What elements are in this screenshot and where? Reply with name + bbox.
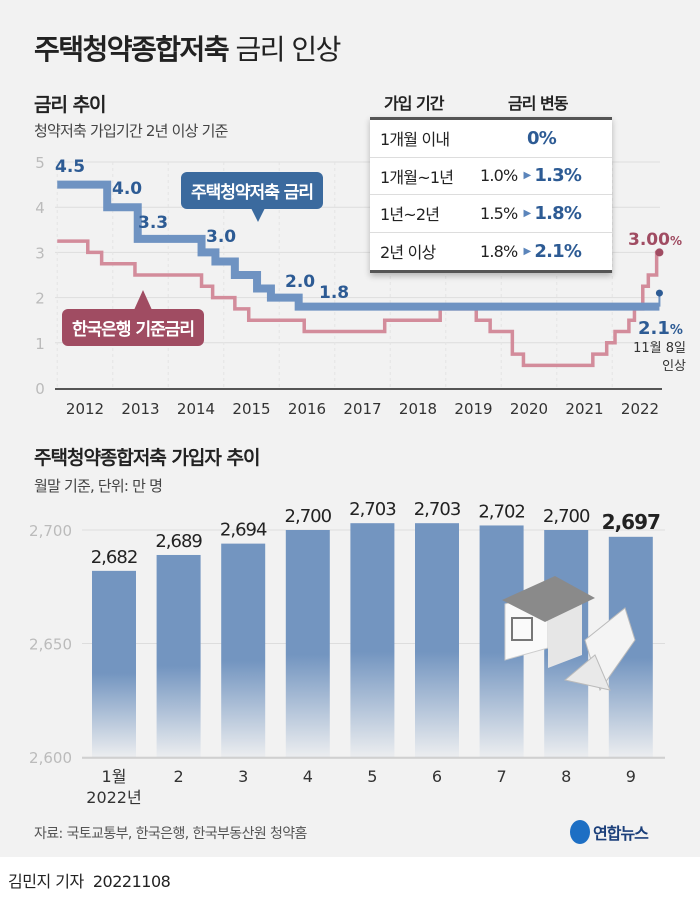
new-rate: 0% — [527, 127, 557, 149]
rate-value-label: 4.5 — [55, 157, 85, 177]
x-tick-label: 2018 — [399, 400, 437, 418]
old-rate: 1.0% — [480, 166, 518, 186]
y-tick-label: 1 — [35, 335, 45, 353]
base-rate-end-label: 3.00% — [628, 230, 682, 250]
bubble-tail — [250, 206, 266, 222]
x-tick-label: 2015 — [232, 400, 270, 418]
table-row: 2년 이상 1.8% ▶ 2.1% — [370, 233, 612, 271]
byline: 김민지 기자 20221108 — [8, 868, 171, 892]
x-tick-label: 2019 — [454, 400, 492, 418]
rate-line-chart: 0 1 2 3 4 5 2012 2013 2014 2015 2016 2017 2018 2019 20… — [35, 154, 686, 418]
bar-chart-subtitle: 월말 기준, 단위: 만 명 — [34, 477, 163, 495]
table-header-change: 금리 변동 — [508, 93, 568, 113]
housing-rate-label: 주택청약저축 금리 — [181, 172, 324, 209]
table-row: 1년~2년 1.5% ▶ 1.8% — [370, 195, 612, 233]
arrow-right-icon: ▶ — [523, 207, 531, 219]
x-tick-label: 2021 — [565, 400, 603, 418]
x-tick-label: 2017 — [343, 400, 381, 418]
rate-value-label: 4.0 — [112, 179, 142, 199]
rate-value-label: 3.3 — [138, 213, 168, 233]
yonhap-logo: 연합뉴스 — [570, 820, 649, 844]
bubble-tail — [134, 290, 152, 310]
period: 1년~2년 — [380, 205, 440, 225]
rate-change-table: 가입 기간 금리 변동 1개월 이내 0% 1개월~1년 1.0% ▶ 1.3% 1년~2년… — [370, 86, 612, 273]
new-rate: 2.1% — [534, 240, 582, 262]
base-rate-label: 한국은행 기준금리 — [62, 309, 205, 346]
logo-icon — [570, 820, 590, 844]
x-tick-label: 2012 — [66, 400, 104, 418]
housing-rate-end-point — [655, 289, 663, 297]
rate-value-label: 2.0 — [285, 272, 315, 292]
percent-unit: % — [670, 323, 683, 338]
table-row: 1개월~1년 1.0% ▶ 1.3% — [370, 158, 612, 195]
annotation-raise: 인상 — [662, 359, 686, 374]
period: 2년 이상 — [380, 243, 436, 263]
base-rate-end-point — [655, 248, 664, 257]
y-tick-label: 4 — [35, 199, 45, 217]
x-tick-label: 2013 — [121, 400, 159, 418]
table-row: 1개월 이내 0% — [370, 120, 612, 158]
housing-rate-line — [57, 180, 660, 311]
date: 20221108 — [92, 872, 171, 891]
table-header-period: 가입 기간 — [384, 93, 444, 113]
y-tick-label: 5 — [35, 154, 45, 172]
base-rate-line — [57, 239, 660, 368]
arrow-right-icon: ▶ — [523, 245, 531, 257]
y-tick-label: 0 — [35, 380, 45, 398]
author: 김민지 기자 — [8, 872, 84, 891]
period: 1개월~1년 — [380, 167, 454, 187]
rate-value-label: 3.0 — [206, 227, 236, 247]
source-note: 자료: 국토교통부, 한국은행, 한국부동산원 청약홈 — [34, 826, 307, 842]
arrow-right-icon: ▶ — [523, 170, 531, 182]
x-tick-label: 2016 — [288, 400, 326, 418]
rate-value-label: 1.8 — [319, 283, 349, 303]
x-tick-label: 2020 — [510, 400, 548, 418]
annotation-date: 11월 8일 — [633, 341, 686, 356]
new-rate: 1.8% — [534, 202, 582, 224]
bar-chart-title: 주택청약종합저축 가입자 추이 — [34, 447, 260, 469]
rate-chart-subtitle: 청약저축 가입기간 2년 이상 기준 — [34, 122, 228, 140]
housing-rate-end-label: 2.1% — [638, 318, 683, 339]
new-rate: 1.3% — [534, 165, 582, 187]
period: 1개월 이내 — [380, 130, 450, 150]
old-rate: 1.5% — [480, 203, 518, 223]
x-tick-label: 2014 — [177, 400, 215, 418]
old-rate: 1.8% — [480, 241, 518, 261]
page-title: 주택청약종합저축 금리 인상 — [34, 33, 341, 66]
x-tick-label: 2022 — [621, 400, 659, 418]
rate-chart-title: 금리 추이 — [34, 94, 107, 116]
y-tick-label: 3 — [35, 244, 45, 262]
y-tick-label: 2 — [35, 290, 45, 308]
percent-unit: % — [670, 234, 682, 248]
